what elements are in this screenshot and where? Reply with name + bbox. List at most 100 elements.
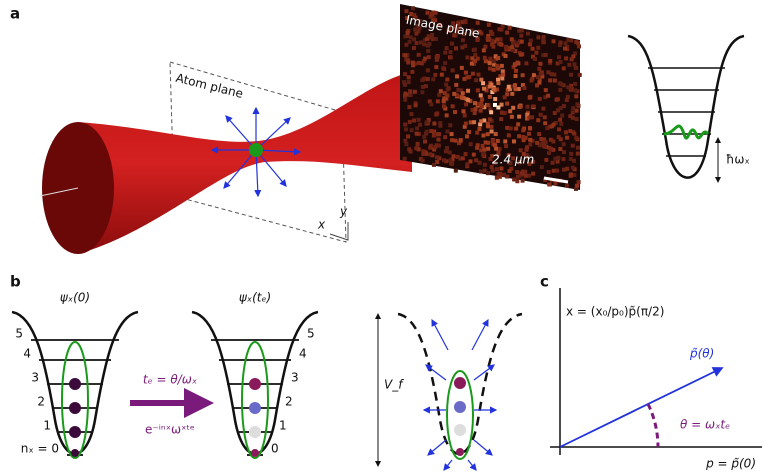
atom <box>454 377 466 389</box>
speckle-pixel <box>486 132 490 136</box>
speckle-pixel <box>578 73 582 77</box>
speckle-pixel <box>459 138 463 142</box>
speckle-pixel <box>454 139 458 143</box>
speckle-pixel <box>403 72 407 76</box>
speckle-pixel <box>404 127 408 131</box>
panel-label: c <box>540 273 549 291</box>
speckle-pixel <box>536 75 540 79</box>
speckle-pixel <box>558 60 562 64</box>
speckle-pixel <box>514 74 518 78</box>
speckle-pixel <box>475 131 479 135</box>
speckle-pixel <box>505 31 509 35</box>
axis-y: y <box>339 205 348 219</box>
speckle-pixel <box>555 169 559 173</box>
speckle-pixel <box>442 67 446 71</box>
speckle-pixel <box>547 182 551 186</box>
speckle-pixel <box>426 11 430 15</box>
speckle-pixel <box>558 147 562 151</box>
speckle-pixel <box>490 83 494 87</box>
speckle-pixel <box>548 59 552 63</box>
speckle-pixel <box>421 159 425 163</box>
speckle-pixel <box>445 113 449 117</box>
speckle-pixel <box>464 122 468 126</box>
speckle-pixel <box>576 41 580 45</box>
speckle-pixel <box>427 42 431 46</box>
axis-x: x <box>317 218 326 232</box>
speckle-pixel <box>574 66 578 70</box>
speckle-pixel <box>543 145 547 149</box>
phase-label: e⁻ⁱⁿˣωˣᵗᵉ <box>145 423 195 437</box>
level-label: 2 <box>37 395 45 409</box>
atom <box>69 402 81 414</box>
speckle-pixel <box>569 174 573 178</box>
speckle-pixel <box>547 151 551 155</box>
speckle-pixel <box>451 104 455 108</box>
axes-icon <box>330 222 348 240</box>
speckle-pixel <box>461 91 465 95</box>
speckle-pixel <box>486 103 490 107</box>
speckle-pixel <box>427 55 431 59</box>
speckle-pixel <box>573 88 577 92</box>
speckle-pixel <box>562 104 566 108</box>
speckle-pixel <box>416 142 420 146</box>
speckle-pixel <box>471 72 475 76</box>
speckle-pixel <box>515 61 519 65</box>
speckle-pixel <box>481 81 485 85</box>
speckle-pixel <box>576 152 580 156</box>
speckle-pixel <box>495 176 499 180</box>
speckle-pixel <box>407 80 411 84</box>
speckle-pixel <box>505 102 509 106</box>
speckle-pixel <box>414 32 418 36</box>
speckle-pixel <box>484 140 488 144</box>
speckle-pixel <box>445 146 449 150</box>
speckle-pixel <box>445 46 449 50</box>
speckle-pixel <box>426 68 430 72</box>
speckle-pixel <box>530 115 534 119</box>
speckle-pixel <box>491 169 495 173</box>
speckle-pixel <box>577 44 581 48</box>
speckle-pixel <box>536 35 540 39</box>
angle-label: θ = ωₓtₑ <box>680 418 730 432</box>
speckle-pixel <box>482 87 486 91</box>
speckle-pixel <box>488 117 492 121</box>
speckle-pixel <box>556 97 560 101</box>
speckle-pixel <box>524 174 528 178</box>
speckle-pixel <box>461 38 465 42</box>
level-label: 4 <box>299 347 307 361</box>
speckle-pixel <box>467 75 471 79</box>
speckle-pixel <box>499 117 503 121</box>
speckle-pixel <box>523 170 527 174</box>
speckle-pixel <box>481 134 485 138</box>
speckle-pixel <box>566 85 570 89</box>
speckle-pixel <box>521 128 525 132</box>
speckle-pixel <box>479 109 483 113</box>
speckle-pixel <box>505 126 509 130</box>
speckle-pixel <box>431 77 435 81</box>
atom <box>71 449 79 457</box>
speckle-pixel <box>435 160 439 164</box>
speckle-pixel <box>499 166 503 170</box>
speckle-pixel <box>557 55 561 59</box>
speckle-pixel <box>508 26 512 30</box>
speckle-pixel <box>429 102 433 106</box>
speckle-pixel <box>510 115 514 119</box>
speckle-pixel <box>454 169 458 173</box>
speckle-pixel <box>571 166 575 170</box>
speckle-pixel <box>420 61 424 65</box>
speckle-pixel <box>434 65 438 69</box>
speckle-pixel <box>552 39 556 43</box>
speckle-pixel <box>501 25 505 29</box>
speckle-pixel <box>564 56 568 60</box>
speckle-pixel <box>482 148 486 152</box>
speckle-pixel <box>428 152 432 156</box>
speckle-pixel <box>474 158 478 162</box>
speckle-pixel <box>440 73 444 77</box>
speckle-pixel <box>537 81 541 85</box>
atom <box>249 426 261 438</box>
speckle-pixel <box>543 115 547 119</box>
speckle-pixel <box>479 78 483 82</box>
speckle-pixel <box>541 141 545 145</box>
speckle-pixel <box>421 149 425 153</box>
speckle-pixel <box>533 57 537 61</box>
speckle-pixel <box>486 36 490 40</box>
